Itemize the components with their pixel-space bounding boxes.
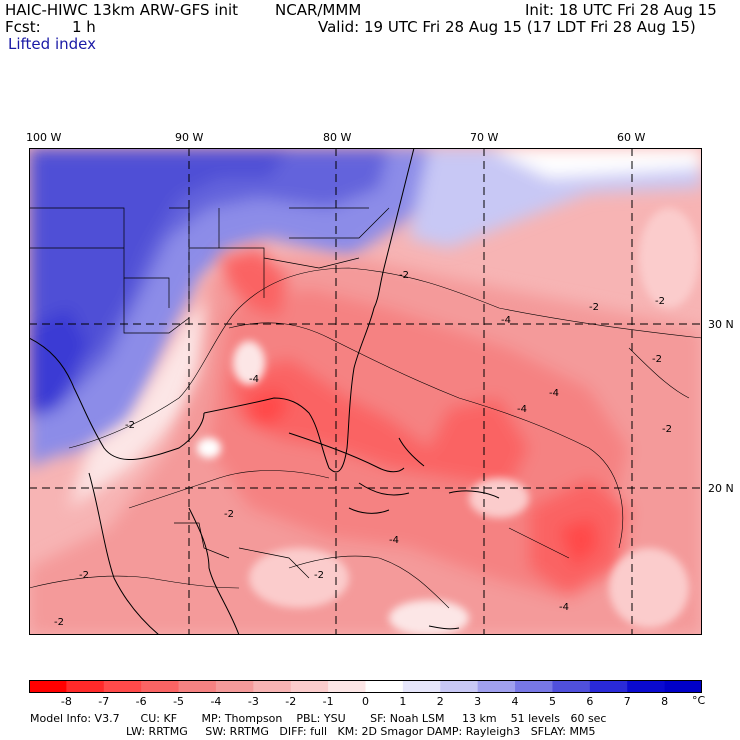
colorbar-tick-label: -4 (210, 695, 222, 708)
colorbar-cell (29, 680, 67, 693)
colorbar-unit: °C (692, 694, 706, 707)
colorbar-tick-label: 4 (511, 695, 519, 708)
contour-label: -2 (655, 296, 665, 307)
contour-label: -4 (249, 374, 259, 385)
org-label: NCAR/MMM (275, 1, 362, 19)
colorbar-tick-label: 0 (362, 695, 369, 708)
colorbar-cell (66, 680, 105, 693)
colorbar-cell (103, 680, 142, 693)
colorbar-cell (515, 680, 553, 693)
valid-time: Valid: 19 UTC Fri 28 Aug 15 (17 LDT Fri … (318, 18, 696, 36)
colorbar-tick-label: -8 (60, 695, 72, 708)
contour-label: -2 (652, 354, 662, 365)
political-borders (29, 207, 390, 579)
lat-label-20n: 20 N (708, 482, 734, 495)
init-time: Init: 18 UTC Fri 28 Aug 15 (525, 1, 717, 19)
colorbar-cell (178, 680, 217, 693)
colorbar-cell (402, 680, 441, 693)
lat-label-30n: 30 N (708, 318, 734, 331)
colorbar-tick-label: 7 (623, 695, 631, 708)
contour-label: -2 (79, 570, 89, 581)
model-title: HAIC-HIWC 13km ARW-GFS init (5, 1, 239, 19)
lifted-index-map: -2 -2 -2 -2 -2 -2 -2 -2 -2 -4 -4 -4 -4 -… (29, 148, 702, 635)
forecast-label: Fcst: (5, 18, 41, 36)
lon-label-80w: 80 W (323, 131, 352, 144)
lon-label-100w: 100 W (26, 131, 62, 144)
colorbar-cell (627, 680, 666, 693)
colorbar-tick-label: -5 (173, 695, 185, 708)
contour-label: -4 (501, 315, 511, 326)
contour-label: -4 (549, 388, 559, 399)
colorbar-cell (365, 680, 404, 693)
colorbar-cell (290, 680, 329, 693)
colorbar-cell (664, 680, 702, 693)
colorbar-cell (440, 680, 479, 693)
colorbar-tick-label: -2 (285, 695, 297, 708)
contour-label: -4 (389, 535, 399, 546)
unstable-region (29, 248, 702, 635)
colorbar-tick-label: -6 (135, 695, 147, 708)
contour-label: -2 (125, 420, 135, 431)
colorbar-tick-label: 3 (474, 695, 482, 708)
model-info-line-2: LW: RRTMG SW: RRTMG DIFF: full KM: 2D Sm… (126, 725, 596, 738)
contour-label: -4 (559, 602, 569, 613)
colorbar-tick-label: 6 (586, 695, 594, 708)
colorbar-tick-label: 2 (436, 695, 444, 708)
colorbar-cell (477, 680, 516, 693)
contour-label: -2 (54, 617, 64, 628)
colorbar-tick-label: -3 (247, 695, 259, 708)
lon-label-60w: 60 W (617, 131, 646, 144)
colorbar-tick-label: 5 (548, 695, 556, 708)
contour-label: -4 (517, 404, 527, 415)
map-frame (29, 148, 702, 635)
contour-lines (29, 267, 702, 609)
lon-label-70w: 70 W (470, 131, 499, 144)
colorbar-cell (552, 680, 591, 693)
colorbar (29, 680, 702, 693)
field-name: Lifted index (8, 35, 96, 53)
contour-label: -2 (399, 270, 409, 281)
colorbar-cell (215, 680, 254, 693)
graticule (29, 148, 702, 635)
colorbar-tick-label: 1 (399, 695, 407, 708)
colorbar-tick-label: -1 (322, 695, 334, 708)
colorbar-cell (253, 680, 292, 693)
lon-label-90w: 90 W (175, 131, 204, 144)
colorbar-cell (589, 680, 628, 693)
contour-label: -2 (314, 570, 324, 581)
colorbar-cell (328, 680, 366, 693)
light-patches (197, 208, 699, 635)
forecast-hour: 1 h (72, 18, 96, 36)
contour-label: -2 (662, 424, 672, 435)
contour-label: -2 (224, 509, 234, 520)
colorbar-tick-label: -7 (98, 695, 110, 708)
colorbar-cell (141, 680, 180, 693)
model-info-line-1: Model Info: V3.7 CU: KF MP: Thompson PBL… (30, 712, 607, 725)
colorbar-tick-label: 8 (661, 695, 669, 708)
coastlines (29, 148, 500, 635)
contour-label: -2 (589, 302, 599, 313)
